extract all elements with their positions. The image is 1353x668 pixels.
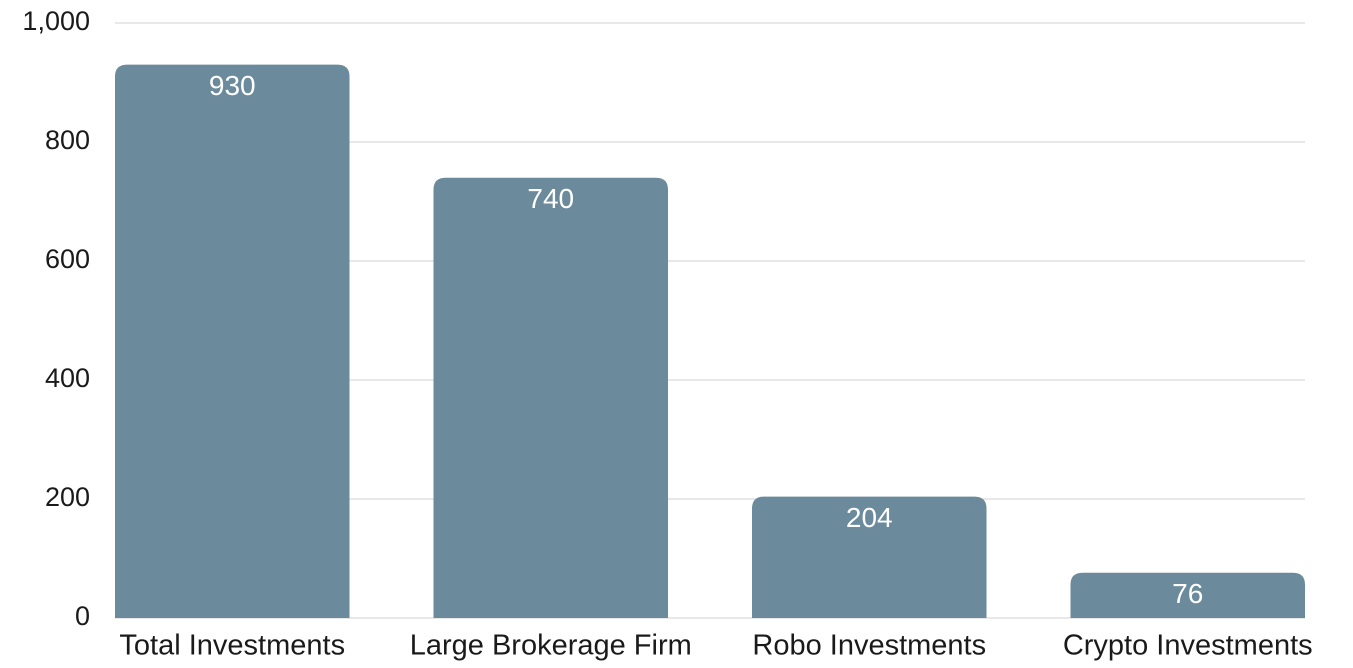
bar xyxy=(433,177,668,618)
x-tick-label: Large Brokerage Firm xyxy=(410,630,692,662)
y-tick-label: 400 xyxy=(45,363,90,393)
x-tick-label: Crypto Investments xyxy=(1063,630,1313,662)
bar xyxy=(115,64,350,618)
y-tick-label: 600 xyxy=(45,244,90,274)
bar xyxy=(752,496,987,618)
x-tick-label: Robo Investments xyxy=(752,630,986,662)
bar xyxy=(1070,572,1305,618)
y-tick-label: 1,000 xyxy=(22,6,90,36)
y-tick-label: 200 xyxy=(45,482,90,512)
value-label: 740 xyxy=(527,183,574,214)
y-tick-label: 0 xyxy=(75,601,90,631)
value-label: 204 xyxy=(846,502,893,533)
value-label: 930 xyxy=(209,70,256,101)
y-tick-label: 800 xyxy=(45,125,90,155)
x-tick-label: Total Investments xyxy=(119,630,345,662)
value-label: 76 xyxy=(1172,578,1203,609)
